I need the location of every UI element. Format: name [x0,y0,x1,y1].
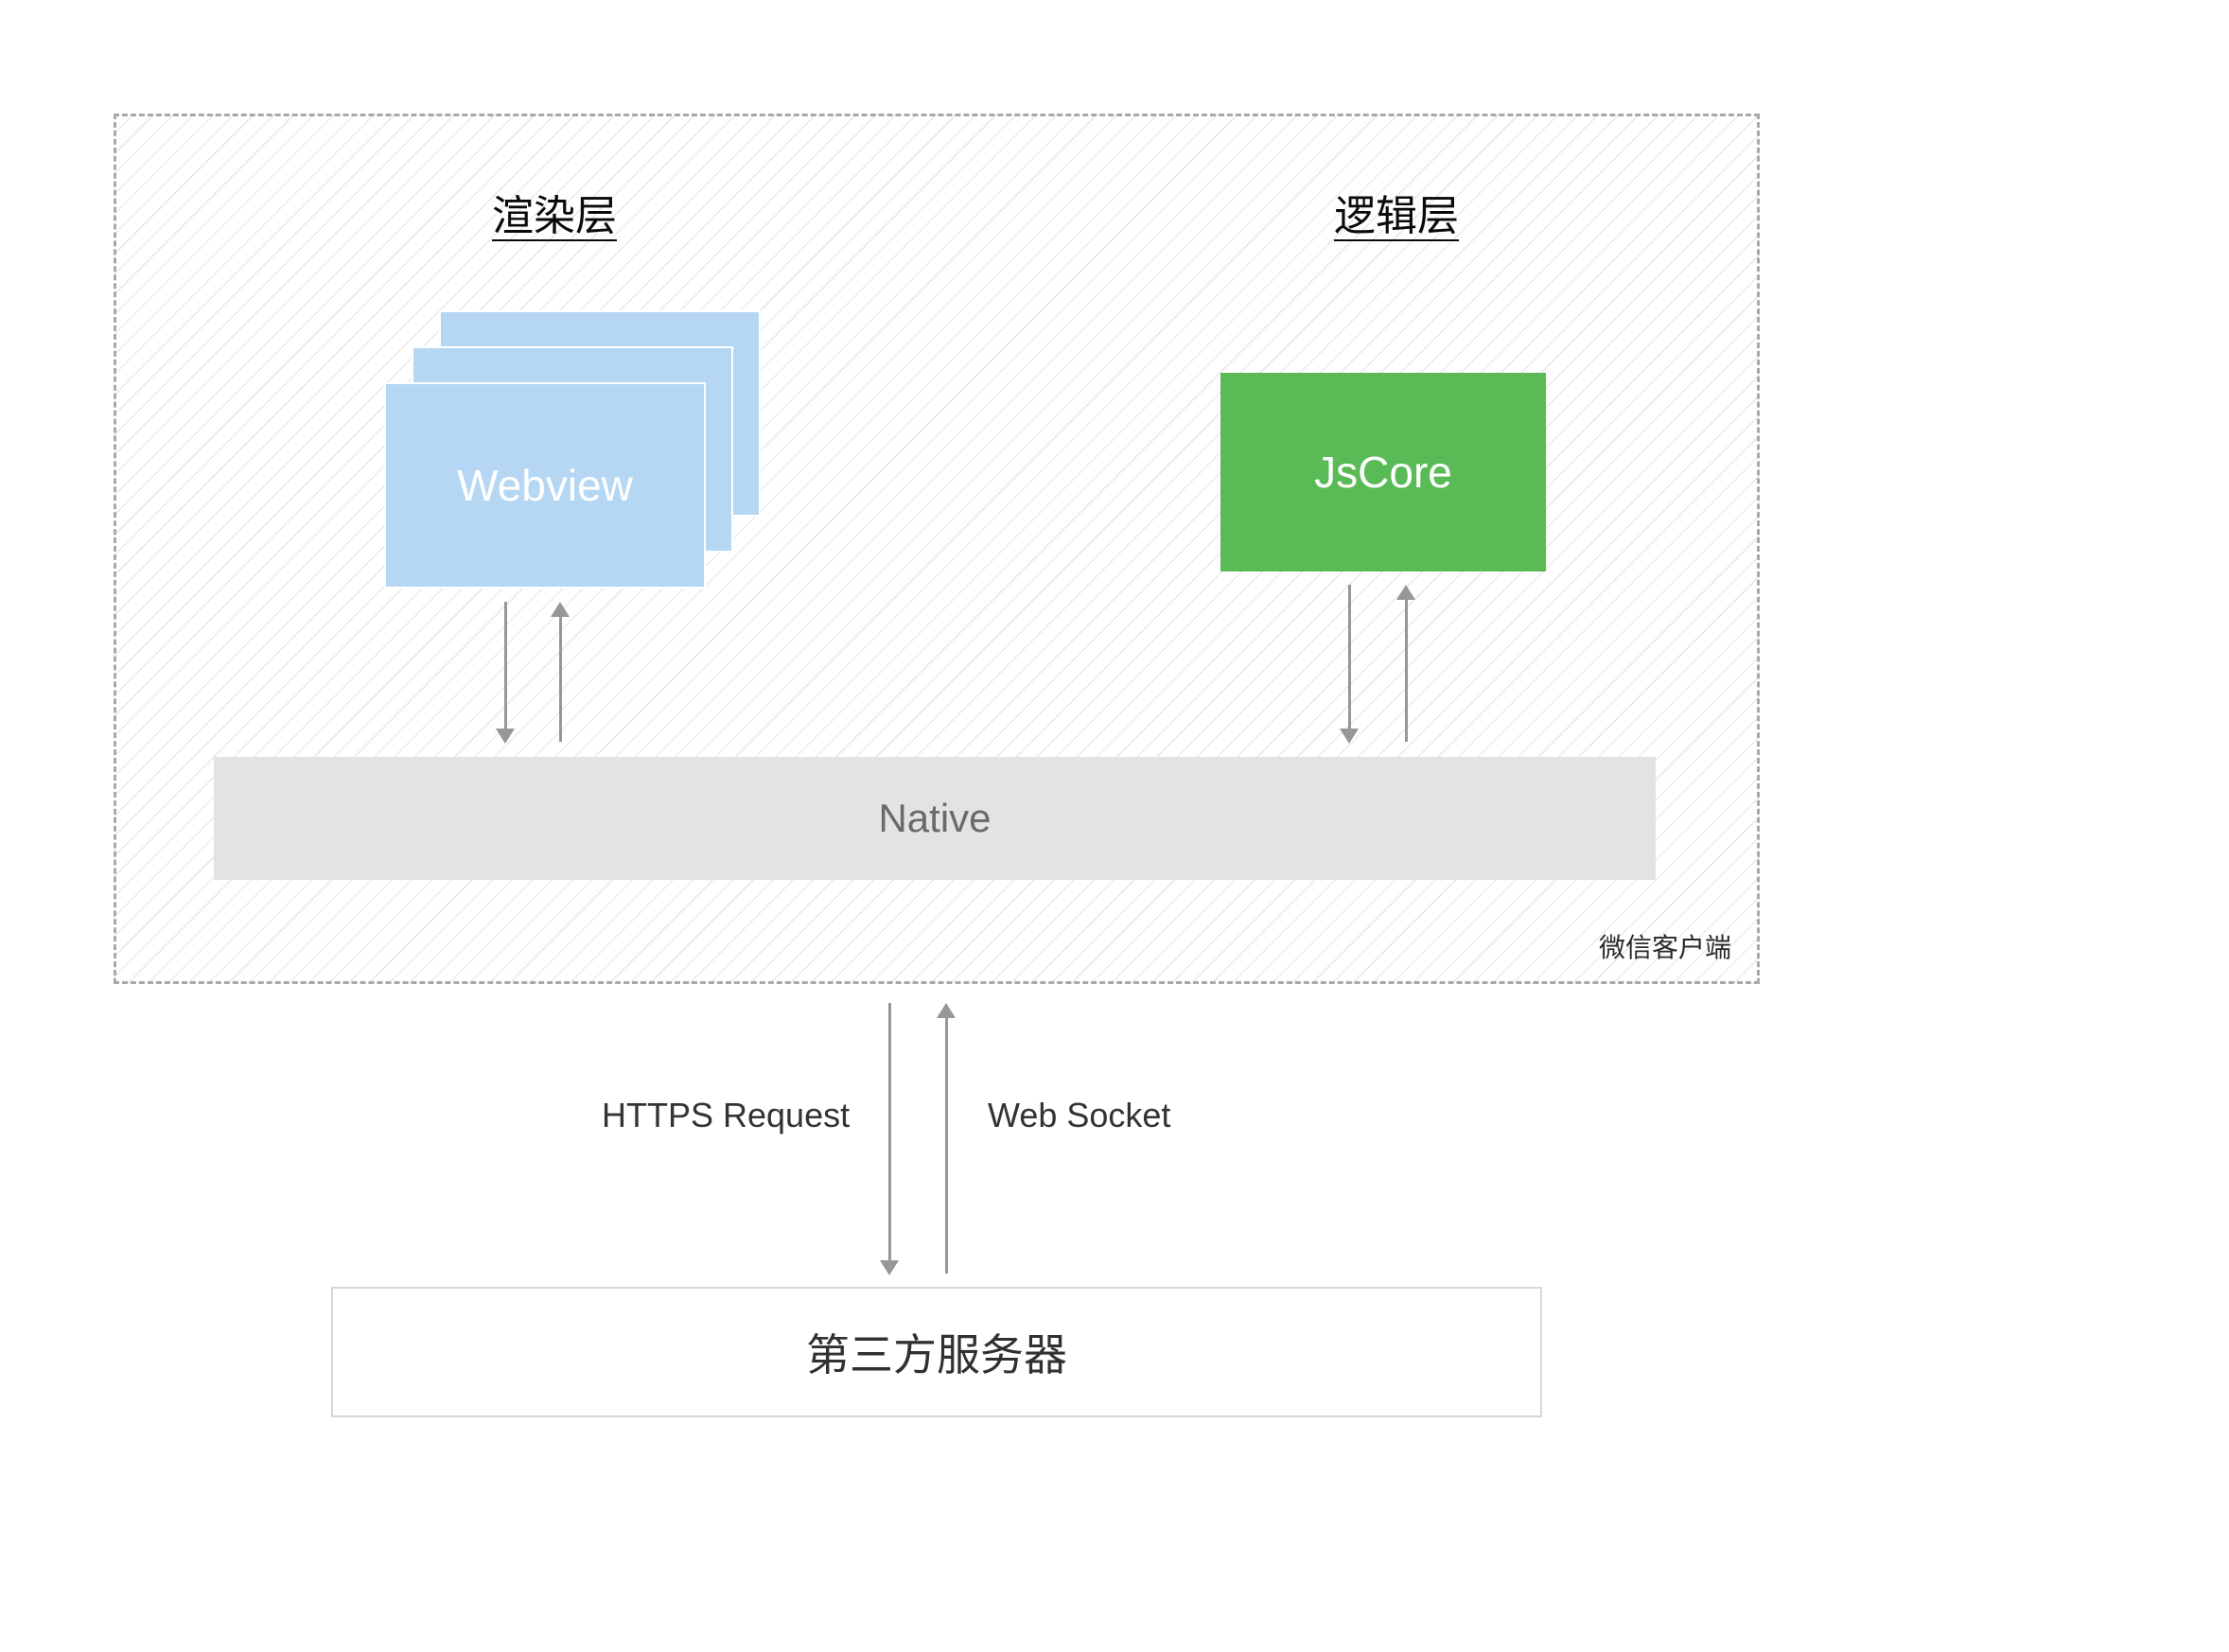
arrow-native-to-server [878,1003,901,1274]
arrow-native-to-logic [1395,585,1417,742]
web-socket-label: Web Socket [988,1096,1170,1135]
wechat-client-label: 微信客户端 [1599,927,1731,965]
arrow-logic-to-native [1338,585,1360,742]
arrow-native-to-render [549,602,571,742]
jscore-box: JsCore [1220,373,1546,571]
native-box: Native [214,757,1656,880]
https-request-label: HTTPS Request [602,1096,850,1135]
logic-layer-title: 逻辑层 [1334,182,1459,242]
third-party-server-box: 第三方服务器 [331,1287,1542,1417]
webview-card-front: Webview [384,382,706,589]
render-layer-title: 渲染层 [492,182,617,242]
arrow-server-to-native [935,1003,957,1274]
arrow-render-to-native [494,602,517,742]
